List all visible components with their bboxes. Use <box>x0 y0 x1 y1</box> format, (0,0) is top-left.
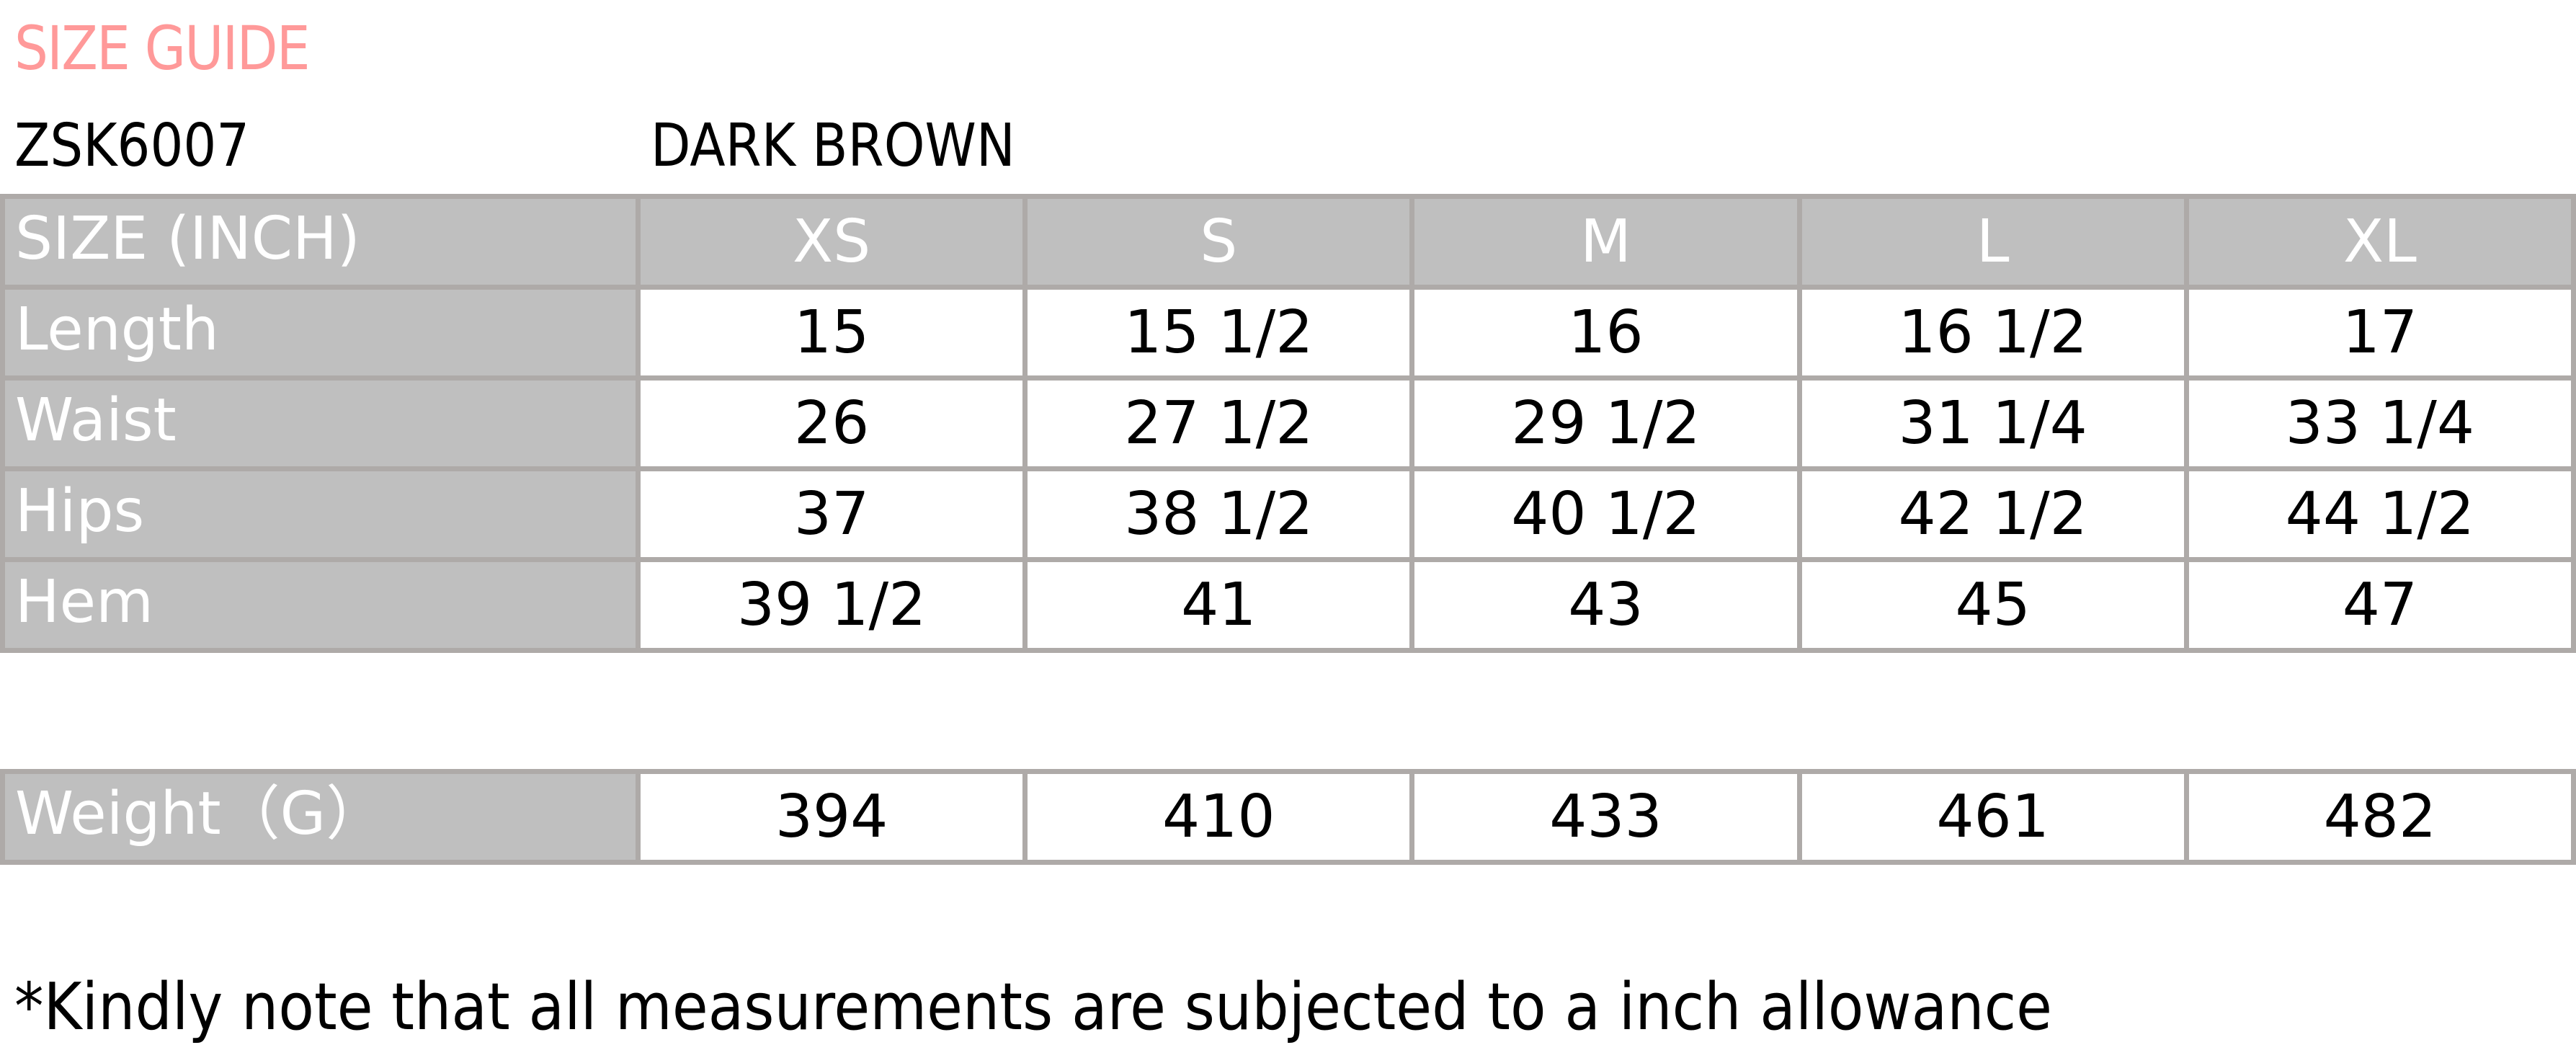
size-header-xl: XL <box>2183 194 2576 290</box>
weight-table: Weight（G） 394 410 433 461 482 <box>0 769 2576 865</box>
cell: 433 <box>1409 769 1802 865</box>
table-row-hem: Hem 39 1/2 41 43 45 47 <box>0 557 2576 653</box>
size-header-label: SIZE (INCH) <box>0 194 641 290</box>
cell: 40 1/2 <box>1409 466 1802 562</box>
row-label: Waist <box>0 375 641 471</box>
cell: 44 1/2 <box>2183 466 2576 562</box>
row-label: Weight（G） <box>0 769 641 865</box>
cell: 16 1/2 <box>1796 285 2189 381</box>
cell: 41 <box>1022 557 1415 653</box>
size-guide-title: SIZE GUIDE <box>14 13 311 84</box>
size-header-row: SIZE (INCH) XS S M L XL <box>0 194 2576 290</box>
table-row-length: Length 15 15 1/2 16 16 1/2 17 <box>0 285 2576 381</box>
table-row-weight: Weight（G） 394 410 433 461 482 <box>0 769 2576 865</box>
cell: 461 <box>1796 769 2189 865</box>
cell: 37 <box>635 466 1028 562</box>
cell: 29 1/2 <box>1409 375 1802 471</box>
table-row-hips: Hips 37 38 1/2 40 1/2 42 1/2 44 1/2 <box>0 466 2576 562</box>
cell: 33 1/4 <box>2183 375 2576 471</box>
cell: 16 <box>1409 285 1802 381</box>
cell: 38 1/2 <box>1022 466 1415 562</box>
table-row-waist: Waist 26 27 1/2 29 1/2 31 1/4 33 1/4 <box>0 375 2576 471</box>
cell: 47 <box>2183 557 2576 653</box>
cell: 42 1/2 <box>1796 466 2189 562</box>
cell: 45 <box>1796 557 2189 653</box>
product-code: ZSK6007 <box>14 112 250 180</box>
cell: 15 <box>635 285 1028 381</box>
color-name: DARK BROWN <box>651 112 1015 180</box>
size-table: SIZE (INCH) XS S M L XL Length 15 15 1/2… <box>0 194 2576 653</box>
size-header-m: M <box>1409 194 1802 290</box>
row-label: Hem <box>0 557 641 653</box>
cell: 15 1/2 <box>1022 285 1415 381</box>
cell: 482 <box>2183 769 2576 865</box>
size-header-l: L <box>1796 194 2189 290</box>
size-header-xs: XS <box>635 194 1028 290</box>
cell: 394 <box>635 769 1028 865</box>
allowance-note: *Kindly note that all measurements are s… <box>14 969 2053 1045</box>
row-label: Hips <box>0 466 641 562</box>
cell: 410 <box>1022 769 1415 865</box>
size-header-s: S <box>1022 194 1415 290</box>
cell: 39 1/2 <box>635 557 1028 653</box>
cell: 17 <box>2183 285 2576 381</box>
cell: 27 1/2 <box>1022 375 1415 471</box>
row-label: Length <box>0 285 641 381</box>
cell: 31 1/4 <box>1796 375 2189 471</box>
cell: 26 <box>635 375 1028 471</box>
cell: 43 <box>1409 557 1802 653</box>
